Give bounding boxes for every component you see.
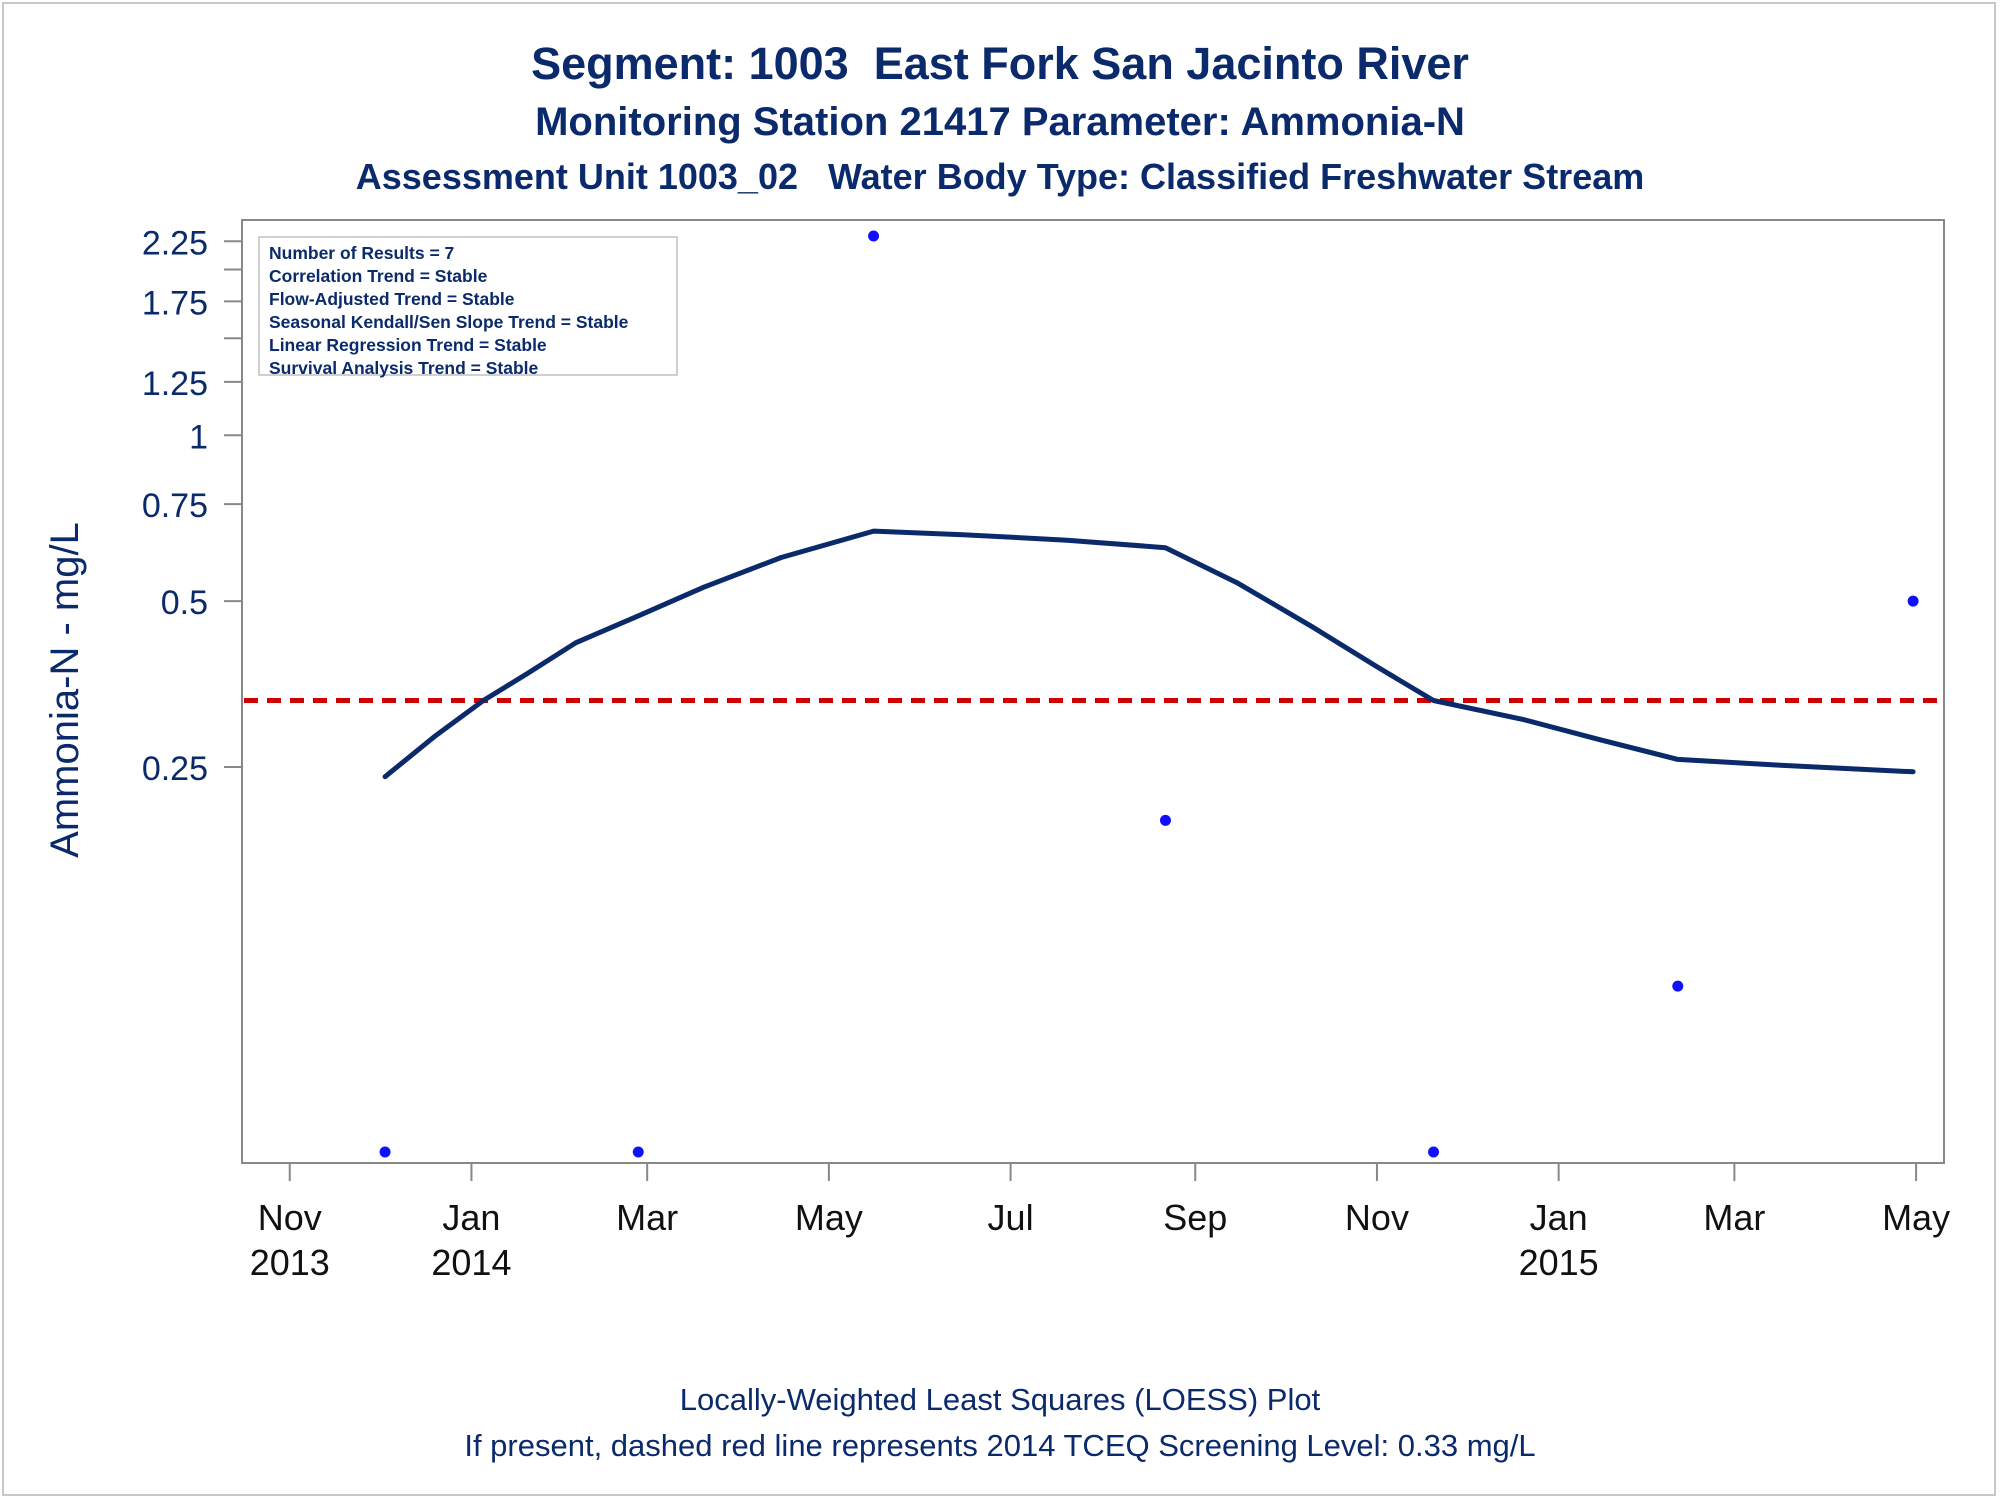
data-point	[379, 1146, 391, 1158]
chart-title: Segment: 1003 East Fork San Jacinto Rive…	[531, 38, 1469, 89]
x-tick-label: Nov	[258, 1197, 322, 1238]
data-point	[1428, 1146, 1440, 1158]
x-tick-label: 2015	[1519, 1242, 1599, 1283]
stats-line-correlation: Correlation Trend = Stable	[269, 266, 488, 286]
x-tick-label: Mar	[616, 1197, 678, 1238]
chart-subtitle: Monitoring Station 21417 Parameter: Ammo…	[535, 100, 1465, 144]
y-axis-label: Ammonia-N - mg/L	[43, 522, 87, 858]
stats-line-survival: Survival Analysis Trend = Stable	[269, 358, 539, 378]
data-point	[868, 230, 880, 242]
y-tick-label: 0.25	[142, 750, 208, 788]
stats-line-seasonal-kendall: Seasonal Kendall/Sen Slope Trend = Stabl…	[269, 312, 629, 332]
data-point	[632, 1146, 644, 1158]
chart-subtitle-2: Assessment Unit 1003_02 Water Body Type:…	[355, 156, 1645, 197]
y-axis: 0.25 0.5 0.75 1 1.25 1.75 2.25	[142, 224, 242, 788]
x-tick-label: 2013	[250, 1242, 330, 1283]
loess-layer	[382, 528, 1916, 780]
footnote-screening: If present, dashed red line represents 2…	[464, 1428, 1536, 1463]
y-tick-label: 0.5	[161, 584, 208, 622]
stats-line-results: Number of Results = 7	[269, 243, 455, 263]
stats-line-flow-adjusted: Flow-Adjusted Trend = Stable	[269, 289, 515, 309]
x-tick-label: May	[1882, 1197, 1950, 1238]
data-point	[1159, 814, 1171, 826]
loess-line	[382, 528, 1916, 780]
data-point	[1907, 595, 1919, 607]
x-tick-label: Jan	[442, 1197, 500, 1238]
footnote-loess: Locally-Weighted Least Squares (LOESS) P…	[679, 1382, 1321, 1417]
y-tick-label: 1.25	[142, 365, 208, 403]
x-tick-label: Jan	[1530, 1197, 1588, 1238]
y-tick-label: 0.75	[142, 487, 208, 525]
plot-area	[241, 219, 1945, 1164]
x-tick-label: Jul	[988, 1197, 1034, 1238]
trend-stats-box: Number of Results = 7 Correlation Trend …	[258, 236, 678, 378]
y-tick-label: 1.75	[142, 284, 208, 322]
x-tick-label: 2014	[431, 1242, 511, 1283]
x-tick-label: Mar	[1703, 1197, 1765, 1238]
data-point	[1672, 980, 1684, 992]
stats-line-linear-regression: Linear Regression Trend = Stable	[269, 335, 547, 355]
y-tick-label: 2.25	[142, 224, 208, 262]
y-tick-label: 1	[189, 418, 208, 456]
x-tick-label: May	[795, 1197, 863, 1238]
points-layer	[379, 230, 1919, 1158]
x-tick-label: Sep	[1163, 1197, 1227, 1238]
x-tick-label: Nov	[1345, 1197, 1409, 1238]
